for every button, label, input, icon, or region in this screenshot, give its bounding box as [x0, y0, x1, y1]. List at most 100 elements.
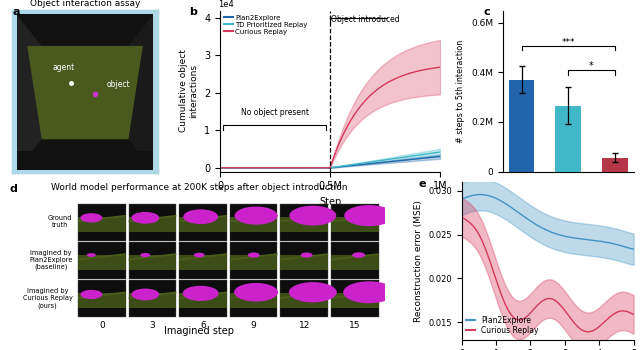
Bar	[129, 204, 176, 241]
Polygon shape	[280, 217, 328, 232]
Bar	[280, 204, 328, 241]
Bar	[556, 106, 581, 172]
Legend: Plan2Explore, TD Prioritized Replay, Curious Replay: Plan2Explore, TD Prioritized Replay, Cur…	[223, 14, 308, 35]
Bar	[179, 280, 227, 317]
Text: Imagined by
Curious Replay
(ours): Imagined by Curious Replay (ours)	[22, 288, 72, 309]
Ellipse shape	[194, 253, 205, 257]
Ellipse shape	[131, 212, 159, 224]
Polygon shape	[179, 217, 227, 232]
Polygon shape	[331, 255, 379, 270]
Bar	[331, 280, 379, 317]
Text: b: b	[189, 7, 197, 17]
Text: 1e4: 1e4	[218, 0, 234, 9]
Text: Object introduced: Object introduced	[331, 15, 400, 24]
Bar	[179, 242, 227, 279]
Bar	[78, 242, 125, 279]
Text: Imagined by
Plan2Explore
(baseline): Imagined by Plan2Explore (baseline)	[29, 250, 72, 270]
Bar	[78, 204, 125, 241]
Polygon shape	[78, 255, 125, 270]
Polygon shape	[78, 217, 125, 232]
Polygon shape	[230, 253, 278, 261]
Ellipse shape	[183, 209, 218, 224]
Ellipse shape	[81, 290, 102, 299]
Polygon shape	[280, 293, 328, 308]
Polygon shape	[129, 255, 176, 270]
Polygon shape	[230, 292, 278, 299]
Bar	[78, 280, 125, 317]
Polygon shape	[78, 293, 125, 308]
Text: 0: 0	[99, 321, 105, 330]
Bar	[509, 80, 534, 172]
Polygon shape	[78, 292, 125, 299]
Bar	[230, 242, 278, 279]
Polygon shape	[17, 15, 42, 170]
Polygon shape	[78, 215, 125, 222]
Bar	[129, 280, 176, 317]
Polygon shape	[179, 293, 227, 308]
Ellipse shape	[289, 206, 336, 225]
Text: c: c	[483, 7, 490, 17]
Polygon shape	[280, 253, 328, 261]
Ellipse shape	[140, 253, 150, 257]
Ellipse shape	[352, 252, 365, 258]
Ellipse shape	[81, 213, 102, 223]
Polygon shape	[280, 292, 328, 299]
Text: 6: 6	[200, 321, 206, 330]
Bar	[17, 14, 153, 46]
Bar	[280, 242, 328, 279]
Bar	[129, 242, 176, 279]
Polygon shape	[129, 292, 176, 299]
Polygon shape	[230, 293, 278, 308]
Ellipse shape	[344, 205, 394, 226]
Ellipse shape	[235, 206, 278, 225]
Ellipse shape	[301, 252, 312, 258]
Polygon shape	[230, 255, 278, 270]
Polygon shape	[331, 293, 379, 308]
Ellipse shape	[248, 252, 260, 258]
Bar	[280, 280, 328, 317]
Polygon shape	[129, 215, 176, 222]
Text: 12: 12	[299, 321, 310, 330]
Ellipse shape	[289, 282, 337, 302]
Ellipse shape	[182, 286, 219, 301]
Text: No object present: No object present	[241, 108, 309, 117]
Text: Imagined step: Imagined step	[164, 326, 234, 336]
Text: a: a	[13, 7, 20, 17]
Y-axis label: Cumulative object
interactions: Cumulative object interactions	[179, 50, 198, 132]
Polygon shape	[179, 253, 227, 261]
Bar	[179, 204, 227, 241]
X-axis label: Step: Step	[319, 197, 341, 207]
Polygon shape	[179, 255, 227, 270]
Y-axis label: # steps to 5th interaction: # steps to 5th interaction	[456, 40, 465, 143]
Polygon shape	[230, 215, 278, 222]
Y-axis label: Reconstruction error (MSE): Reconstruction error (MSE)	[413, 200, 422, 322]
Ellipse shape	[87, 253, 96, 257]
Text: agent: agent	[52, 63, 74, 72]
Title: Object interaction assay: Object interaction assay	[30, 0, 140, 8]
Polygon shape	[280, 255, 328, 270]
Polygon shape	[28, 46, 143, 139]
Text: 9: 9	[251, 321, 257, 330]
Polygon shape	[129, 15, 153, 170]
Bar	[331, 204, 379, 241]
Polygon shape	[129, 253, 176, 261]
Ellipse shape	[131, 288, 159, 300]
Text: ***: ***	[561, 38, 575, 47]
Bar	[331, 242, 379, 279]
Text: d: d	[9, 183, 17, 194]
Text: 15: 15	[349, 321, 360, 330]
Bar	[17, 150, 153, 170]
Text: 3: 3	[150, 321, 156, 330]
Legend: Plan2Explore, Curious Replay: Plan2Explore, Curious Replay	[465, 315, 540, 336]
Polygon shape	[280, 215, 328, 222]
Ellipse shape	[343, 281, 395, 303]
Text: Ground
truth: Ground truth	[48, 215, 72, 228]
Polygon shape	[129, 217, 176, 232]
Polygon shape	[230, 217, 278, 232]
Text: *: *	[589, 62, 594, 71]
Bar	[230, 204, 278, 241]
Bar	[602, 158, 628, 172]
Polygon shape	[331, 253, 379, 261]
Polygon shape	[331, 292, 379, 299]
Bar	[230, 280, 278, 317]
